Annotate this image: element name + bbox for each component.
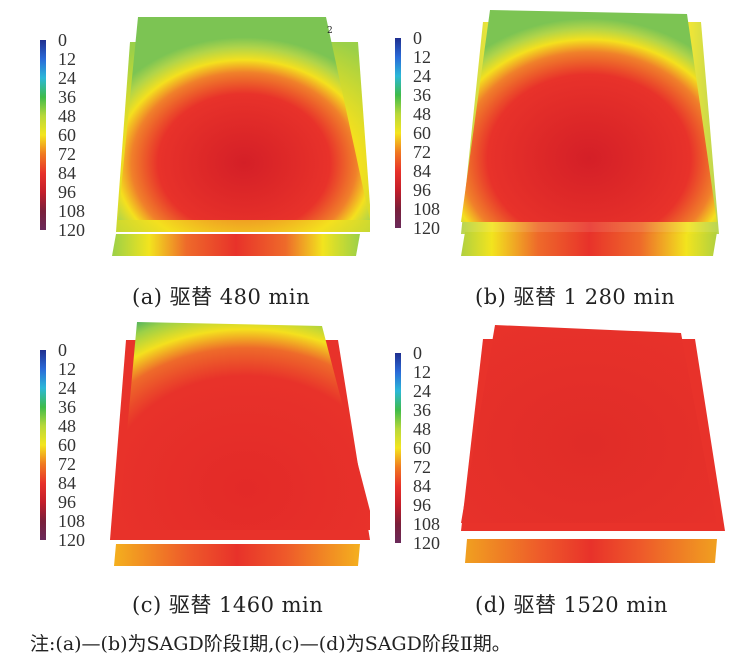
temperature-plot-c	[110, 322, 370, 566]
colorbar-tick-label: 0	[58, 340, 67, 360]
colorbar-tick-label: 24	[58, 68, 76, 88]
colorbar-tick-label: 120	[58, 530, 85, 550]
colorbar-tick-label: 36	[58, 87, 76, 107]
colorbar-tick-label: 120	[58, 220, 85, 240]
colorbar-tick-label: 72	[58, 454, 76, 474]
colorbar-tick-label: 60	[58, 435, 76, 455]
colorbar-tick-label: 60	[413, 123, 431, 143]
colorbar-tick-label: 36	[413, 85, 431, 105]
colorbar-tick-label: 48	[413, 104, 431, 124]
colorbar-tick-label: 84	[58, 163, 76, 183]
colorbar-tick-label: 36	[413, 400, 431, 420]
colorbar-tick-label: 84	[58, 473, 76, 493]
temperature-plot-b	[461, 10, 719, 256]
colorbar-rect	[395, 38, 401, 228]
colorbar-gradient	[395, 38, 401, 228]
colorbar-tick-label: 108	[413, 514, 440, 534]
panel-d: 0 12 24 36 48 60 72 84 96 108 120	[395, 325, 725, 585]
panel-b: 0 12 24 36 48 60 72 84 96 108 120	[395, 10, 725, 270]
colorbar-rect	[40, 40, 46, 230]
colorbar-gradient	[395, 353, 401, 543]
colorbar-tick-label: 0	[413, 343, 422, 363]
colorbar-tick-label: 12	[58, 359, 76, 379]
colorbar-tick-label: 84	[413, 161, 431, 181]
footnote: 注:(a)—(b)为SAGD阶段Ⅰ期,(c)—(d)为SAGD阶段Ⅱ期。	[30, 633, 511, 655]
colorbar-tick-label: 72	[413, 142, 431, 162]
colorbar-tick-label: 60	[413, 438, 431, 458]
colorbar-tick-label: 96	[413, 495, 431, 515]
colorbar-tick-label: 24	[413, 66, 431, 86]
colorbar-rect	[395, 353, 401, 543]
colorbar-tick-label: 108	[58, 511, 85, 531]
colorbar-tick-label: 12	[413, 362, 431, 382]
colorbar-tick-label: 24	[58, 378, 76, 398]
colorbar-tick-label: 108	[58, 201, 85, 221]
panel-c: 0 12 24 36 48 60 72 84 96 108 120	[40, 322, 370, 582]
colorbar-tick-label: 48	[58, 106, 76, 126]
caption-d: (d) 驱替 1520 min	[475, 593, 668, 617]
colorbar-tick-label: 36	[58, 397, 76, 417]
colorbar-tick-label: 0	[413, 28, 422, 48]
colorbar-tick-label: 120	[413, 533, 440, 553]
colorbar-gradient	[40, 40, 46, 230]
caption-b: (b) 驱替 1 280 min	[475, 285, 676, 309]
colorbar-rect	[40, 350, 46, 540]
caption-c: (c) 驱替 1460 min	[132, 593, 324, 617]
colorbar-tick-label: 84	[413, 476, 431, 496]
colorbar-tick-label: 72	[413, 457, 431, 477]
colorbar-tick-label: 96	[58, 492, 76, 512]
colorbar-tick-label: 0	[58, 30, 67, 50]
colorbar-tick-label: 48	[58, 416, 76, 436]
colorbar-tick-label: 12	[58, 49, 76, 69]
colorbar-gradient	[40, 350, 46, 540]
colorbar-tick-label: 108	[413, 199, 440, 219]
colorbar-tick-label: 12	[413, 47, 431, 67]
temperature-plot-d	[461, 325, 725, 563]
panel-a: 0 12 24 36 48 60 72 84 96 108 120	[40, 12, 370, 272]
temperature-plot-a	[112, 17, 370, 256]
corner-mark: 2	[327, 26, 333, 36]
colorbar-tick-label: 24	[413, 381, 431, 401]
colorbar-tick-label: 120	[413, 218, 440, 238]
colorbar-tick-label: 72	[58, 144, 76, 164]
colorbar-tick-label: 48	[413, 419, 431, 439]
colorbar-tick-label: 96	[58, 182, 76, 202]
colorbar-tick-label: 60	[58, 125, 76, 145]
colorbar-tick-label: 96	[413, 180, 431, 200]
caption-a: (a) 驱替 480 min	[132, 285, 311, 309]
